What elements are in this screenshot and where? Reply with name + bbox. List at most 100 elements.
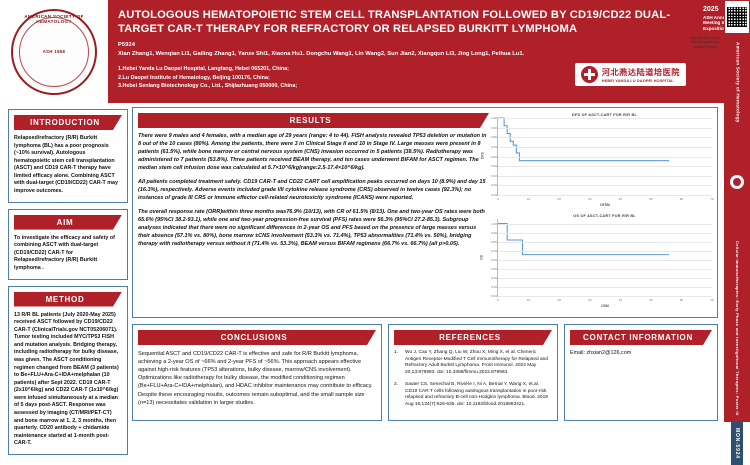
chart-gridline [498, 146, 712, 148]
introduction-banner: INTRODUCTION [14, 115, 122, 130]
hospital-cross-icon [580, 66, 598, 84]
section-method: METHOD 13 R/R BL patients (July 2020-May… [8, 285, 128, 455]
chart-gridline [498, 232, 712, 234]
chart-os: OS OF ASCT-CART FOR R/R BL OS OSM 0.20 0.… [479, 214, 714, 311]
chart-x-tick: 0 [497, 197, 499, 201]
chart-x-tick: 70 [710, 298, 714, 302]
chart-gridline [498, 156, 712, 158]
chart-y-tick: 0.30 [490, 183, 497, 188]
reference-number: 1. [394, 350, 399, 355]
results-paragraph-2: All patients completed treatment safely.… [138, 178, 486, 201]
method-body: 13 R/R BL patients (July 2020-May 2025) … [14, 311, 119, 447]
ash-brand-year: 2025 [703, 6, 719, 13]
qr-scan-note: Scan the QR code to view this poster and… [690, 36, 720, 49]
section-introduction: INTRODUCTION Relapsed/refractory (R/R) B… [8, 109, 128, 203]
section-conclusions: CONCLUSIONS Sequential ASCT and CD19/CD2… [132, 324, 382, 421]
chart-os-ylabel: OS [479, 254, 484, 260]
chart-y-tick: 0.80 [490, 135, 497, 140]
right-rail: American Society of Hematology Cellular … [724, 0, 750, 465]
results-paragraph-1: There were 9 males and 4 females, with a… [138, 133, 487, 171]
hospital-logo: 河北燕达陆道培医院 HEBEI YANDA LU DAOPEI HOSPITAL [574, 63, 686, 87]
qr-code-block[interactable] [724, 0, 750, 34]
chart-x-tick: 30 [587, 197, 592, 201]
chart-x-tick: 0 [497, 298, 499, 302]
chart-os-xlabel: OSM [601, 304, 609, 308]
affiliation-row: 1.Hebei Yanda Lu Daopei Hospital, Langfa… [118, 63, 690, 90]
section-results: RESULTS There were 9 males and 4 females… [132, 107, 718, 318]
seal-ring-text: AMERICAN SOCIETY OF HEMATOLOGY [24, 13, 84, 24]
results-paragraph-3: The overall response rate (ORR)within th… [138, 208, 485, 247]
header-main: AUTOLOGOUS HEMATOPOIETIC STEM CELL TRANS… [108, 0, 700, 103]
chart-gridline [498, 241, 712, 243]
hospital-name-en: HEBEI YANDA LU DAOPEI HOSPITAL [601, 78, 674, 84]
chart-y-tick: 1.00 [490, 221, 497, 226]
chart-x-tick: 70 [710, 197, 714, 201]
chart-dfs-plot: DFS DFSM 0.20 0.30 0.40 0.50 0.60 0.70 0.80 0.9… [480, 116, 713, 207]
chart-gridline [498, 166, 712, 168]
chart-y-tick: 0.60 [490, 257, 497, 262]
chart-y-tick: 0.40 [490, 275, 497, 280]
aim-body: To investigate the efficacy and safety o… [14, 234, 115, 271]
reference-text: Wu J, Cao Y, Zhang Q, Liu W, Zhou X, Min… [405, 350, 549, 376]
chart-y-tick: 0.50 [490, 164, 497, 169]
bottom-row: CONCLUSIONS Sequential ASCT and CD19/CD2… [132, 324, 718, 427]
chart-x-tick: 10 [526, 298, 531, 302]
references-banner: REFERENCES [394, 330, 552, 345]
chart-y-tick: 1.00 [490, 116, 497, 120]
chart-dfs-xlabel: DFSM [600, 203, 610, 207]
affiliation-1: 1.Hebei Yanda Lu Daopei Hospital, Langfa… [118, 66, 289, 73]
reference-number: 2. [394, 381, 399, 387]
chart-y-tick: 0.40 [490, 173, 497, 178]
rail-poster-code: MON-5924 [731, 422, 743, 465]
chart-gridline [498, 118, 712, 119]
section-aim: AIM To investigate the efficacy and safe… [8, 208, 128, 280]
affiliation-2: 2.Lu Daopei Institute of Hematology, Bei… [118, 74, 270, 81]
survival-charts: DFS OF ASCT-CART FOR R/R BL DFS DFSM 0.2… [479, 113, 714, 311]
reference-item: 1. Wu J, Cao Y, Zhang Q, Liu W, Zhou X, … [394, 350, 552, 377]
poster-body: INTRODUCTION Relapsed/refractory (R/R) B… [0, 103, 750, 465]
seal-circle: AMERICAN SOCIETY OF HEMATOLOGY ASH 1958 [11, 8, 97, 95]
section-references: REFERENCES 1. Wu J, Cao Y, Zhang Q, Liu … [388, 324, 558, 421]
chart-y-tick: 0.50 [490, 266, 497, 271]
chart-gridline [498, 137, 712, 139]
conclusions-banner: CONCLUSIONS [138, 330, 376, 345]
chart-y-tick: 0.90 [490, 230, 497, 235]
chart-y-tick: 0.60 [490, 154, 497, 159]
chart-x-tick: 60 [679, 298, 684, 302]
chart-dfs-ylabel: DFS [480, 151, 485, 159]
chart-gridline [498, 268, 712, 270]
contact-banner: CONTACT INFORMATION [570, 330, 712, 345]
chart-gridline [498, 286, 712, 288]
abstract-id: P5924 [118, 41, 136, 48]
left-column: INTRODUCTION Relapsed/refractory (R/R) B… [0, 107, 132, 465]
poster-header: AMERICAN SOCIETY OF HEMATOLOGY ASH 1958 … [0, 0, 750, 103]
chart-os-plot: OS OSM 0.20 0.30 0.40 0.50 0.60 0.70 0.80 0.90 1… [479, 219, 714, 308]
chart-dfs-title: DFS OF ASCT-CART FOR R/R BL [572, 113, 637, 117]
chart-y-tick: 0.70 [490, 248, 497, 253]
chart-gridline [498, 259, 712, 261]
chart-gridline [498, 195, 712, 196]
aim-banner: AIM [14, 215, 122, 230]
hospital-name-cn: 河北燕达陆道培医院 [601, 68, 680, 78]
contact-body: Email: zhxian2@126.com [570, 350, 632, 356]
chart-y-tick: 0.30 [490, 284, 497, 289]
chart-x-tick: 60 [679, 197, 684, 201]
qr-code-icon[interactable] [727, 7, 747, 27]
chart-os-title: OS OF ASCT-CART FOR R/R BL [573, 214, 636, 218]
ash-brand-meeting: ASH Annual Meeting & Exposition [703, 14, 730, 32]
chart-x-tick: 50 [649, 298, 653, 302]
method-banner: METHOD [14, 292, 122, 307]
rail-body: American Society of Hematology Cellular … [724, 34, 750, 423]
chart-os-curve [498, 223, 670, 256]
chart-x-tick: 40 [618, 298, 623, 302]
chart-gridline [498, 175, 712, 177]
page-title: AUTOLOGOUS HEMATOPOIETIC STEM CELL TRANS… [118, 9, 671, 36]
chart-gridline [498, 223, 712, 225]
section-contact: CONTACT INFORMATION Email: zhxian2@126.c… [564, 324, 718, 421]
results-banner: RESULTS [138, 113, 489, 128]
affiliations: 1.Hebei Yanda Lu Daopei Hospital, Langfa… [118, 65, 297, 90]
chart-x-tick: 50 [649, 197, 653, 201]
chart-x-tick: 40 [618, 197, 623, 201]
chart-y-tick: 0.70 [490, 144, 497, 149]
